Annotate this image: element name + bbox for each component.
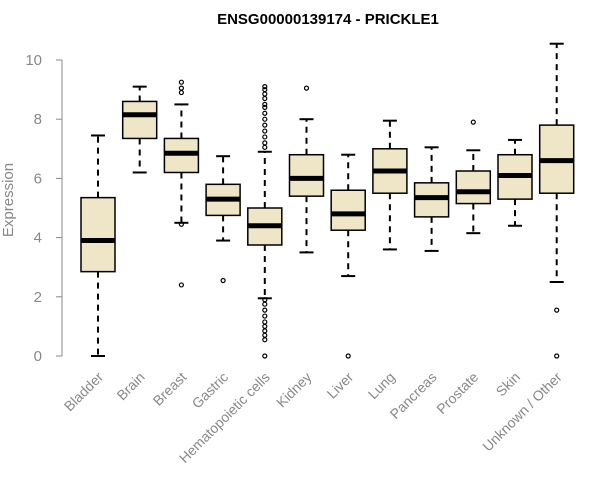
outlier-5-0 [303, 85, 310, 91]
y-tick-label-4: 8 [34, 111, 42, 128]
outlier-2-1 [178, 85, 184, 91]
y-tick-label-2: 4 [34, 230, 42, 247]
chart-title: ENSG00000139174 - PRICKLE1 [217, 11, 439, 28]
outlier-4-3 [262, 95, 268, 102]
box-rect-9 [455, 170, 492, 205]
outlier-4-5 [262, 104, 268, 110]
y-tick-label-3: 6 [34, 170, 42, 187]
box-rect-0 [80, 196, 116, 273]
outlier-4-14 [262, 301, 268, 307]
box-4 [247, 84, 283, 359]
y-axis: 0 2 4 6 8 10 [25, 52, 63, 365]
outlier-4-11 [262, 140, 268, 146]
box-10 [497, 138, 533, 227]
boxes-group [80, 42, 575, 359]
box-2 [163, 79, 200, 288]
box-9 [455, 119, 492, 235]
y-tick-label-0: 0 [34, 348, 42, 365]
outlier-4-17 [262, 319, 268, 325]
x-tick-label-1: Brain [113, 369, 147, 403]
outlier-4-21 [262, 337, 268, 343]
box-8 [413, 146, 450, 252]
outlier-4-19 [262, 328, 268, 334]
x-tick-label-6: Liver [324, 369, 357, 402]
outlier-2-3 [178, 221, 184, 227]
outlier-4-16 [262, 313, 268, 319]
box-11 [538, 42, 575, 359]
box-5 [288, 85, 325, 254]
box-6 [330, 153, 366, 359]
outlier-4-4 [262, 101, 268, 108]
y-axis-label: Expression [0, 163, 17, 237]
box-rect-1 [121, 100, 158, 140]
box-rect-5 [288, 153, 325, 197]
outlier-4-9 [262, 128, 268, 134]
outlier-2-0 [178, 79, 184, 85]
y-tick-label-5: 10 [25, 52, 42, 69]
outlier-4-20 [262, 332, 268, 338]
box-1 [121, 85, 158, 174]
outlier-4-18 [262, 323, 268, 329]
box-0 [80, 134, 116, 357]
y-tick-label-1: 2 [34, 289, 42, 306]
box-3 [205, 155, 241, 284]
outlier-6-0 [345, 353, 351, 359]
outlier-4-12 [262, 144, 268, 150]
x-tick-label-7: Lung [365, 369, 398, 402]
outlier-4-15 [262, 307, 268, 313]
outlier-9-0 [470, 119, 476, 125]
x-tick-label-5: Kidney [273, 369, 315, 411]
x-tick-label-2: Breast [150, 369, 190, 409]
x-tick-label-10: Skin [493, 369, 524, 400]
outlier-2-4 [178, 282, 184, 288]
box-7 [372, 119, 408, 251]
outlier-2-2 [178, 89, 184, 96]
outlier-4-1 [262, 86, 268, 93]
x-tick-label-0: Bladder [61, 369, 107, 415]
outlier-4-22 [262, 353, 268, 359]
outlier-4-7 [262, 116, 268, 122]
outlier-11-1 [554, 353, 560, 359]
outlier-4-2 [262, 91, 268, 97]
box-rect-6 [330, 189, 366, 231]
outlier-4-6 [262, 110, 268, 116]
outlier-4-10 [262, 134, 268, 140]
outlier-11-0 [554, 307, 560, 313]
outlier-4-8 [262, 122, 268, 128]
x-tick-label-11: Unknown / Other [479, 369, 565, 455]
outlier-4-0 [262, 84, 268, 90]
x-tick-label-9: Prostate [433, 369, 481, 417]
outlier-3-0 [220, 277, 226, 284]
